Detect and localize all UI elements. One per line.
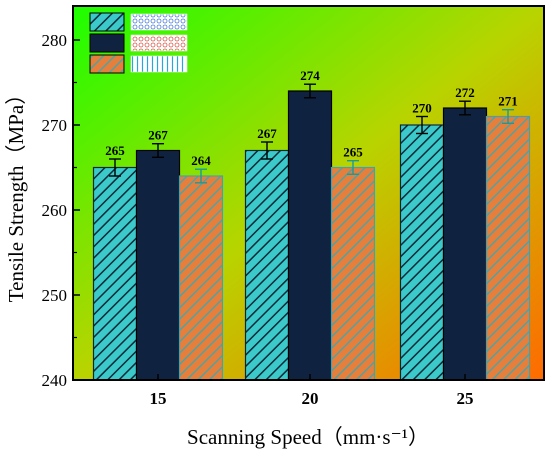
legend-swatch-2: [89, 33, 125, 53]
legend-icon-1: [130, 13, 188, 31]
bar-s3-15: [178, 175, 224, 381]
data-label-s3-25: 271: [498, 94, 518, 109]
legend-swatch-3: [89, 54, 125, 74]
data-label-s1-15: 265: [105, 143, 125, 158]
error-bars-layer: [109, 83, 514, 184]
data-label-s1-20: 267: [257, 126, 277, 141]
plot-frame: [72, 5, 545, 381]
bar-s1-25: [399, 124, 445, 381]
legend-swatch-1: [89, 12, 125, 32]
x-tick-label-25: 25: [457, 389, 474, 408]
bar-s3-25: [485, 115, 531, 381]
data-label-s2-15: 267: [148, 128, 168, 143]
legend: [89, 12, 188, 74]
y-tick-label-260: 260: [42, 201, 68, 220]
y-tick-label-240: 240: [42, 371, 68, 390]
data-label-s2-20: 274: [300, 68, 320, 83]
bar-s2-20: [287, 90, 333, 381]
x-tick-label-15: 15: [150, 389, 167, 408]
bars-layer: [92, 90, 531, 381]
bar-s1-15: [92, 166, 138, 381]
data-label-s2-25: 272: [455, 85, 475, 100]
bar-s1-20: [244, 149, 290, 381]
data-labels-layer: 265 267 264 267 274 265 270 272 271: [105, 68, 518, 168]
y-axis-title: Tensile Strength（MPa）: [4, 84, 28, 302]
x-axis: 15 20 25: [150, 374, 474, 408]
y-tick-label-280: 280: [42, 31, 68, 50]
y-tick-label-250: 250: [42, 286, 68, 305]
y-axis: 240 250 260 270 280: [42, 31, 80, 390]
data-label-s3-20: 265: [343, 145, 363, 160]
bar-s2-15: [135, 149, 181, 381]
legend-icon-2: [130, 34, 188, 52]
data-label-s1-25: 270: [412, 101, 432, 116]
x-tick-label-20: 20: [302, 389, 319, 408]
bar-s2-25: [442, 107, 488, 381]
legend-icon-3: [130, 55, 188, 73]
y-tick-label-270: 270: [42, 116, 68, 135]
bar-s3-20: [330, 166, 376, 381]
x-axis-title: Scanning Speed（mm·s⁻¹）: [187, 425, 429, 449]
data-label-s3-15: 264: [191, 153, 211, 168]
